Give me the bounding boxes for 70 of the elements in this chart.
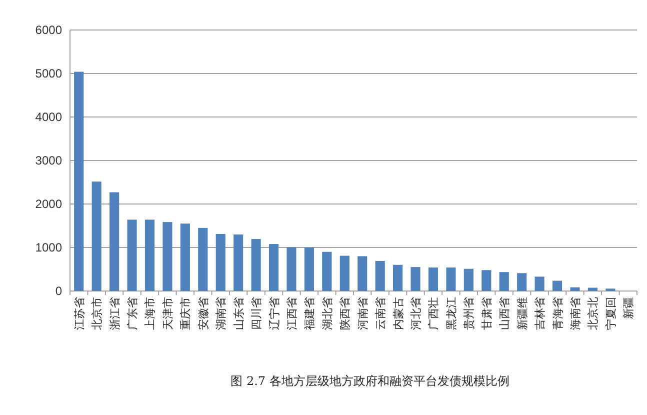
bar <box>234 234 244 291</box>
x-tick-label: 天津市 <box>161 297 174 330</box>
bar <box>74 72 84 291</box>
bar <box>268 244 279 291</box>
x-tick-label: 广西壮 <box>427 297 440 330</box>
bar <box>322 252 332 291</box>
x-tick-label: 湖南省 <box>214 297 228 330</box>
bar <box>482 270 492 291</box>
bar <box>588 288 598 291</box>
x-tick-label: 湖北省 <box>320 297 334 330</box>
x-tick-label: 新疆维 <box>516 297 529 330</box>
x-tick-label: 江西省 <box>285 297 298 330</box>
x-tick-label: 北京市 <box>90 297 104 330</box>
bar <box>499 272 509 291</box>
x-tick-label: 甘肃省 <box>480 297 494 330</box>
bar <box>358 256 368 291</box>
x-tick-label: 黑龙江 <box>444 297 458 330</box>
x-tick-label: 浙江省 <box>108 297 122 330</box>
x-tick-label: 上海市 <box>144 297 157 330</box>
x-tick-label: 内蒙古 <box>392 297 405 330</box>
x-tick-label: 广东省 <box>126 297 140 330</box>
x-tick-label: 新疆 <box>622 297 636 319</box>
bar <box>552 280 562 291</box>
x-tick-label: 重庆市 <box>179 297 192 330</box>
bar <box>410 267 420 291</box>
y-tick-label: 5000 <box>35 66 62 80</box>
bar <box>162 222 172 291</box>
x-tick-label: 贵州省 <box>462 297 476 330</box>
bar <box>517 273 527 291</box>
y-tick-label: 2000 <box>35 197 62 211</box>
x-tick-label: 福建省 <box>303 297 316 330</box>
bar <box>428 268 438 291</box>
bar <box>534 276 544 291</box>
bar <box>198 228 208 291</box>
bar <box>251 239 261 291</box>
x-tick-label: 辽宁省 <box>268 297 281 330</box>
x-tick-label: 河南省 <box>356 297 370 330</box>
bar <box>304 248 314 291</box>
bar <box>446 268 456 291</box>
bar <box>570 287 580 291</box>
y-tick-label: 3000 <box>35 154 62 168</box>
bar <box>110 192 120 291</box>
x-tick-label: 北京北 <box>586 297 600 330</box>
x-tick-label: 海南省 <box>568 297 582 330</box>
x-tick-label: 山东省 <box>232 297 246 330</box>
bar <box>464 268 474 291</box>
bar <box>375 260 385 291</box>
bar <box>393 264 403 291</box>
y-tick-label: 4000 <box>35 110 62 124</box>
bar <box>340 256 350 291</box>
bar <box>286 247 296 291</box>
bar <box>127 220 137 291</box>
bar <box>180 224 190 291</box>
bar <box>92 182 102 291</box>
x-tick-label: 四川省 <box>250 297 264 330</box>
y-tick-label: 0 <box>55 284 62 298</box>
text: 图 2.7 各地方层级地方政府和融资平台发债规模比例 <box>230 374 510 388</box>
y-tick-label: 6000 <box>35 23 62 37</box>
x-tick-label: 云南省 <box>374 297 388 330</box>
x-tick-label: 宁夏回 <box>604 297 618 330</box>
x-tick-label: 河北省 <box>410 297 423 330</box>
x-tick-label: 山西省 <box>498 297 512 330</box>
x-tick-label: 江苏省 <box>72 297 86 330</box>
x-tick-label: 陕西省 <box>338 297 352 330</box>
y-tick-label: 1000 <box>35 240 62 254</box>
bar <box>216 234 226 291</box>
x-tick-label: 青海省 <box>551 297 564 330</box>
x-tick-label: 安徽省 <box>196 297 210 330</box>
x-tick-label: 吉林省 <box>534 297 547 330</box>
bar <box>144 220 155 291</box>
